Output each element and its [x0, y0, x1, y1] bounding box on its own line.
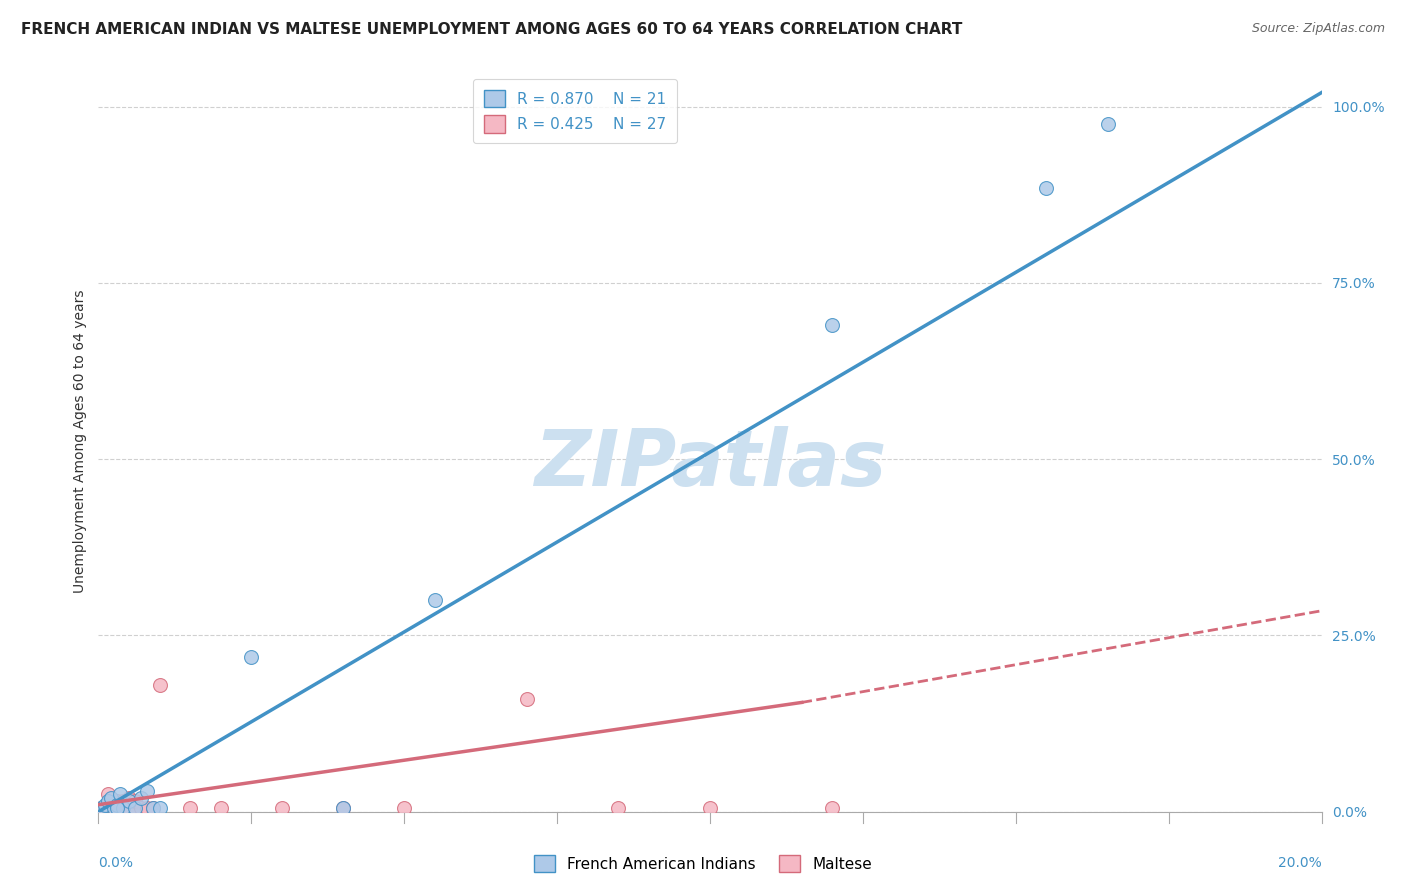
- Point: [607, 801, 630, 815]
- Point: [90, 801, 112, 815]
- Point: [129, 790, 152, 805]
- Text: ZIPatlas: ZIPatlas: [534, 425, 886, 502]
- Point: [97, 801, 120, 815]
- Point: [423, 593, 446, 607]
- Point: [209, 801, 232, 815]
- Point: [149, 801, 172, 815]
- Point: [142, 801, 165, 815]
- Point: [97, 787, 120, 801]
- Point: [332, 801, 354, 815]
- Point: [124, 801, 146, 815]
- Point: [111, 801, 134, 815]
- Point: [100, 790, 122, 805]
- Point: [100, 801, 122, 815]
- Point: [136, 801, 159, 815]
- Text: Source: ZipAtlas.com: Source: ZipAtlas.com: [1251, 22, 1385, 36]
- Point: [142, 801, 165, 815]
- Point: [124, 794, 146, 808]
- Point: [699, 801, 721, 815]
- Point: [103, 801, 125, 815]
- Point: [105, 797, 128, 812]
- Point: [90, 801, 112, 815]
- Point: [821, 318, 844, 333]
- Point: [118, 790, 141, 805]
- Y-axis label: Unemployment Among Ages 60 to 64 years: Unemployment Among Ages 60 to 64 years: [73, 290, 87, 593]
- Point: [821, 801, 844, 815]
- Point: [149, 678, 172, 692]
- Point: [332, 801, 354, 815]
- Text: 20.0%: 20.0%: [1278, 856, 1322, 870]
- Point: [516, 692, 538, 706]
- Legend: R = 0.870    N = 21, R = 0.425    N = 27: R = 0.870 N = 21, R = 0.425 N = 27: [472, 79, 678, 144]
- Point: [179, 801, 201, 815]
- Text: FRENCH AMERICAN INDIAN VS MALTESE UNEMPLOYMENT AMONG AGES 60 TO 64 YEARS CORRELA: FRENCH AMERICAN INDIAN VS MALTESE UNEMPL…: [21, 22, 963, 37]
- Point: [118, 794, 141, 808]
- Text: 0.0%: 0.0%: [98, 856, 134, 870]
- Point: [270, 801, 292, 815]
- Point: [1097, 117, 1119, 131]
- Point: [240, 649, 263, 664]
- Point: [111, 794, 134, 808]
- Point: [118, 801, 141, 815]
- Point: [111, 801, 134, 815]
- Point: [103, 801, 125, 815]
- Legend: French American Indians, Maltese: French American Indians, Maltese: [526, 847, 880, 880]
- Point: [105, 801, 128, 815]
- Point: [105, 801, 128, 815]
- Point: [1035, 180, 1057, 194]
- Point: [97, 794, 120, 808]
- Point: [124, 801, 146, 815]
- Point: [392, 801, 416, 815]
- Point: [105, 794, 128, 808]
- Point: [129, 801, 152, 815]
- Point: [108, 787, 131, 801]
- Point: [93, 801, 115, 815]
- Point: [136, 783, 159, 797]
- Point: [93, 797, 115, 812]
